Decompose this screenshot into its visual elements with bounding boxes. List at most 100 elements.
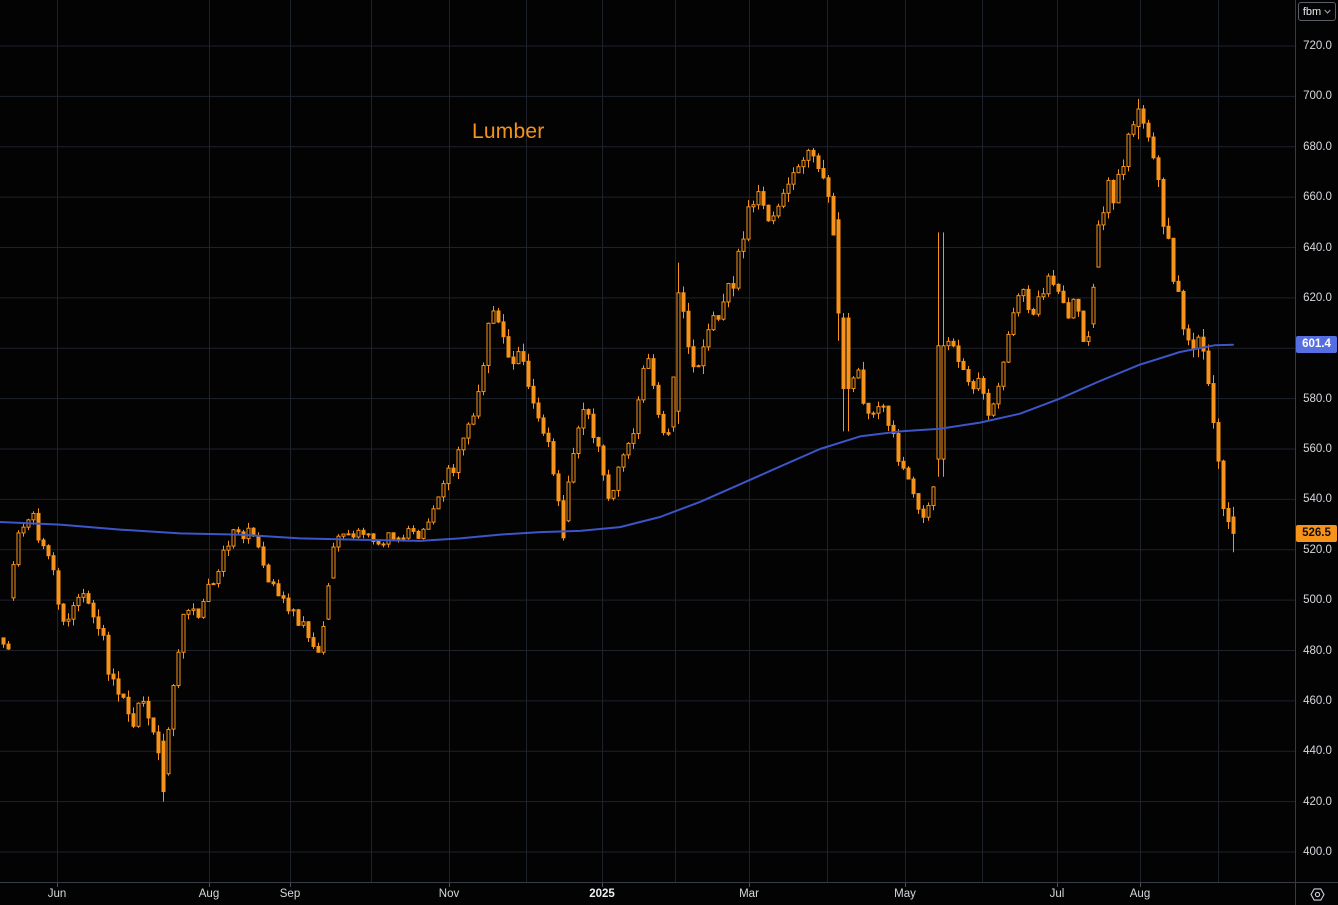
candle-body-down bbox=[281, 595, 286, 599]
candle-body-up bbox=[16, 532, 21, 566]
candle-body-up bbox=[976, 377, 981, 390]
candle-body-down bbox=[196, 608, 201, 618]
price-axis-label: 520.0 bbox=[1303, 543, 1332, 556]
candle-body-up bbox=[191, 608, 196, 611]
candle-body-down bbox=[1026, 288, 1031, 310]
candle-body-up bbox=[66, 618, 71, 622]
candle-body-down bbox=[661, 413, 666, 434]
candle-body-down bbox=[306, 621, 311, 639]
candle-body-down bbox=[91, 602, 96, 618]
candle-body-down bbox=[276, 583, 281, 597]
candle-body-up bbox=[21, 526, 26, 534]
candle-body-up bbox=[486, 322, 491, 366]
candle-body-up bbox=[226, 545, 231, 551]
candle-body-up bbox=[701, 346, 706, 367]
candle-body-up bbox=[516, 351, 521, 365]
candle-body-up bbox=[336, 535, 341, 548]
candle-body-up bbox=[406, 528, 411, 539]
candlestick-chart-canvas[interactable] bbox=[0, 0, 1295, 882]
time-axis-month-label: Mar bbox=[739, 888, 759, 900]
candle-body-down bbox=[1056, 283, 1061, 292]
candle-body-up bbox=[71, 605, 76, 620]
candle-body-up bbox=[341, 533, 346, 537]
price-axis-label: 440.0 bbox=[1303, 745, 1332, 758]
candle-body-up bbox=[856, 369, 861, 379]
candle-body-down bbox=[451, 467, 456, 474]
price-axis-label: 680.0 bbox=[1303, 140, 1332, 153]
time-axis-tick bbox=[57, 883, 58, 887]
candle-body-up bbox=[791, 172, 796, 185]
candle-body-up bbox=[476, 391, 481, 417]
candle-body-up bbox=[696, 365, 701, 368]
candle-body-up bbox=[331, 546, 336, 579]
candle-body-down bbox=[51, 555, 56, 571]
candle-body-down bbox=[361, 529, 366, 535]
candle-body-down bbox=[496, 310, 501, 323]
candle-body-down bbox=[36, 512, 41, 541]
candle-body-down bbox=[351, 533, 356, 538]
candle-body-up bbox=[616, 466, 621, 491]
candle-body-up bbox=[576, 427, 581, 455]
candle-body-up bbox=[571, 453, 576, 483]
candle-body-down bbox=[841, 317, 846, 390]
candle-body-down bbox=[371, 533, 376, 542]
price-axis-label: 460.0 bbox=[1303, 694, 1332, 707]
candle-body-down bbox=[1186, 328, 1191, 341]
price-axis-label: 640.0 bbox=[1303, 241, 1332, 254]
gear-icon[interactable] bbox=[1310, 887, 1325, 902]
candle-body-down bbox=[866, 402, 871, 414]
axis-corner bbox=[1295, 882, 1338, 905]
candle-body-up bbox=[781, 192, 786, 207]
candle-body-up bbox=[426, 521, 431, 530]
candle-body-up bbox=[646, 358, 651, 369]
candle-body-down bbox=[961, 360, 966, 371]
candle-body-up bbox=[1011, 312, 1016, 335]
candle-body-down bbox=[116, 678, 121, 695]
candle-body-down bbox=[681, 292, 686, 312]
candle-body-down bbox=[561, 500, 566, 539]
candle-body-up bbox=[1001, 361, 1006, 387]
candle-body-down bbox=[416, 530, 421, 539]
time-axis-month-label: Aug bbox=[1129, 888, 1151, 900]
candle-body-down bbox=[1141, 108, 1146, 124]
candle-body-up bbox=[581, 409, 586, 429]
candle-body-up bbox=[1196, 336, 1201, 349]
unit-selector[interactable]: fbm bbox=[1298, 2, 1336, 21]
candle-body-up bbox=[481, 364, 486, 393]
candle-body-down bbox=[666, 432, 671, 435]
candle-body-down bbox=[6, 643, 11, 650]
candle-body-up bbox=[326, 585, 331, 620]
candle-body-down bbox=[1171, 237, 1176, 282]
candle-body-down bbox=[311, 637, 316, 647]
candle-body-down bbox=[106, 634, 111, 675]
candle-body-down bbox=[286, 597, 291, 612]
ma-price-badge: 601.4 bbox=[1296, 336, 1337, 354]
candle-body-down bbox=[46, 545, 51, 557]
candle-body-down bbox=[1156, 157, 1161, 181]
candle-body-down bbox=[731, 283, 736, 289]
candle-body-down bbox=[391, 532, 396, 540]
candle-body-up bbox=[216, 570, 221, 585]
time-axis[interactable]: Jun Aug Sep Nov 2025 Mar May Jul Aug bbox=[0, 882, 1295, 905]
candle-body-down bbox=[816, 155, 821, 170]
candle-body-down bbox=[981, 377, 986, 394]
candle-body-up bbox=[991, 403, 996, 416]
candle-body-up bbox=[231, 529, 236, 547]
chart-title: Lumber bbox=[472, 120, 545, 143]
candle-body-up bbox=[771, 215, 776, 222]
candle-body-up bbox=[456, 449, 461, 474]
candle-body-up bbox=[746, 206, 751, 240]
candle-body-down bbox=[766, 204, 771, 222]
candle-body-down bbox=[1211, 383, 1216, 424]
candle-body-down bbox=[101, 628, 106, 636]
candle-body-down bbox=[586, 409, 591, 415]
candle-body-down bbox=[511, 356, 516, 365]
candle-body-up bbox=[851, 377, 856, 390]
candle-body-down bbox=[1221, 460, 1226, 510]
candle-body-up bbox=[386, 532, 391, 545]
candle-body-up bbox=[181, 613, 186, 653]
price-axis[interactable]: 720.0700.0680.0660.0640.0620.0600.0580.0… bbox=[1295, 0, 1338, 882]
candle-body-down bbox=[96, 616, 101, 630]
candle-body-down bbox=[121, 693, 126, 698]
